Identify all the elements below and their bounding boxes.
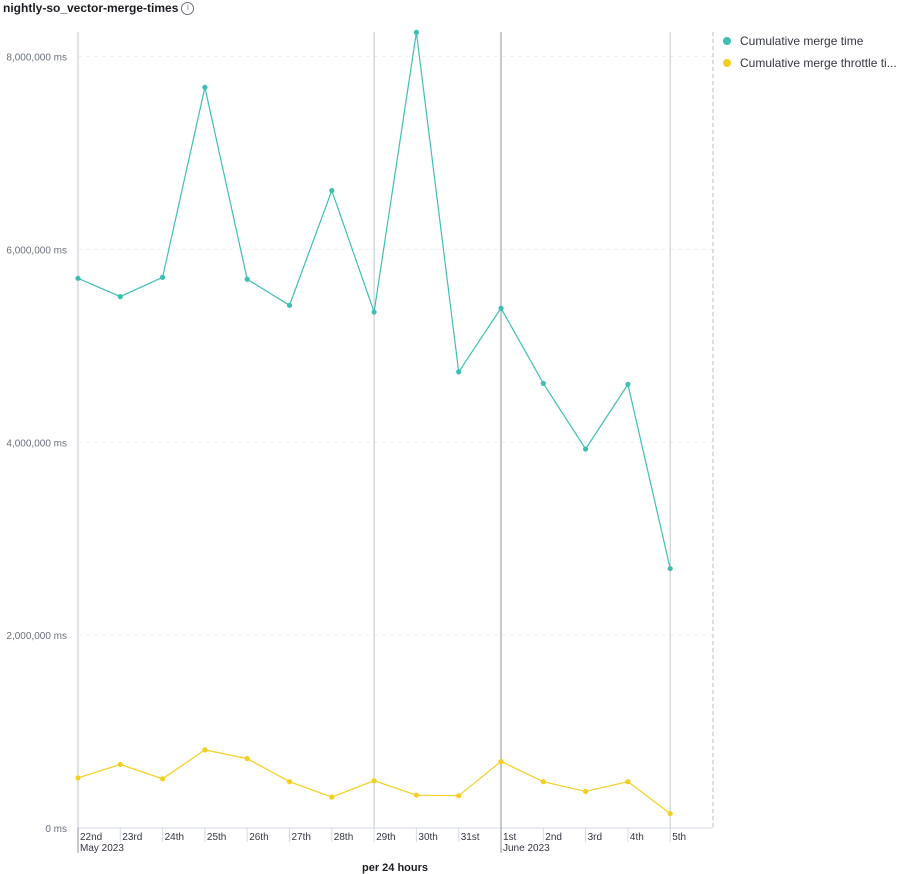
data-point <box>244 276 250 282</box>
x-tick-label: 28th <box>334 832 353 843</box>
x-axis-title: per 24 hours <box>361 862 429 874</box>
data-point <box>75 275 81 281</box>
data-point <box>244 755 250 762</box>
x-group-label: June 2023 <box>503 843 550 854</box>
legend-item-merge-time[interactable]: Cumulative merge time <box>720 30 910 52</box>
x-group-label: May 2023 <box>80 843 124 854</box>
data-point <box>329 794 335 800</box>
legend-label: Cumulative merge throttle ti... <box>740 56 897 70</box>
grid-lines <box>78 56 713 636</box>
data-point <box>498 305 504 311</box>
y-tick-label: 0 ms <box>45 824 67 835</box>
data-point <box>667 565 673 572</box>
data-point <box>667 810 673 817</box>
data-point <box>202 747 208 753</box>
y-tick-label: 4,000,000 ms <box>6 438 67 449</box>
y-tick-label: 6,000,000 ms <box>6 245 67 256</box>
data-point <box>625 381 631 387</box>
x-tick-label: 29th <box>376 832 395 843</box>
axes <box>77 32 714 853</box>
legend: Cumulative merge time Cumulative merge t… <box>720 30 910 74</box>
data-point <box>75 775 81 781</box>
legend-swatch <box>723 59 731 67</box>
x-tick-label: 1st <box>503 832 517 843</box>
y-tick-label: 8,000,000 ms <box>6 53 67 64</box>
data-point <box>329 187 335 194</box>
x-tick-label: 26th <box>249 832 268 843</box>
data-point <box>456 793 462 799</box>
x-tick-label: 27th <box>292 832 311 843</box>
data-point <box>286 779 293 785</box>
data-point <box>286 302 293 308</box>
x-tick-label: 5th <box>672 832 686 843</box>
x-tick-label: 4th <box>630 832 644 843</box>
x-tick-label: 25th <box>207 832 226 843</box>
data-point <box>117 294 123 300</box>
legend-label: Cumulative merge time <box>740 34 864 48</box>
x-tick-label: 22nd <box>80 832 102 843</box>
data-point <box>117 761 123 767</box>
panel-title: nightly-so_vector-merge-times i <box>3 0 195 16</box>
panel-title-text: nightly-so_vector-merge-times <box>3 1 179 15</box>
data-point <box>160 776 166 782</box>
data-point <box>540 779 546 785</box>
x-tick-label: 30th <box>418 832 437 843</box>
data-point <box>202 84 208 90</box>
data-point <box>583 788 589 794</box>
info-icon[interactable]: i <box>181 1 195 15</box>
data-point <box>371 309 377 315</box>
x-tick-label: 24th <box>165 832 184 843</box>
data-point <box>498 758 504 765</box>
data-point <box>413 792 419 798</box>
data-point <box>456 369 462 375</box>
data-point <box>583 446 589 452</box>
legend-swatch <box>723 37 731 45</box>
data-point <box>160 274 166 280</box>
axis-labels: 0 ms 2,000,000 ms 4,000,000 ms 6,000,000 ms… <box>6 53 686 855</box>
x-tick-label: 23rd <box>122 832 142 843</box>
data-point <box>625 779 631 785</box>
x-tick-label: 3rd <box>588 832 602 843</box>
series-points <box>75 29 673 817</box>
legend-item-merge-throttle-time[interactable]: Cumulative merge throttle ti... <box>720 52 910 74</box>
x-tick-label: 31st <box>461 832 480 843</box>
x-tick-label: 2nd <box>545 832 562 843</box>
data-point <box>371 778 377 784</box>
y-tick-label: 2,000,000 ms <box>6 631 67 642</box>
data-point <box>413 29 419 35</box>
data-point <box>540 380 546 387</box>
